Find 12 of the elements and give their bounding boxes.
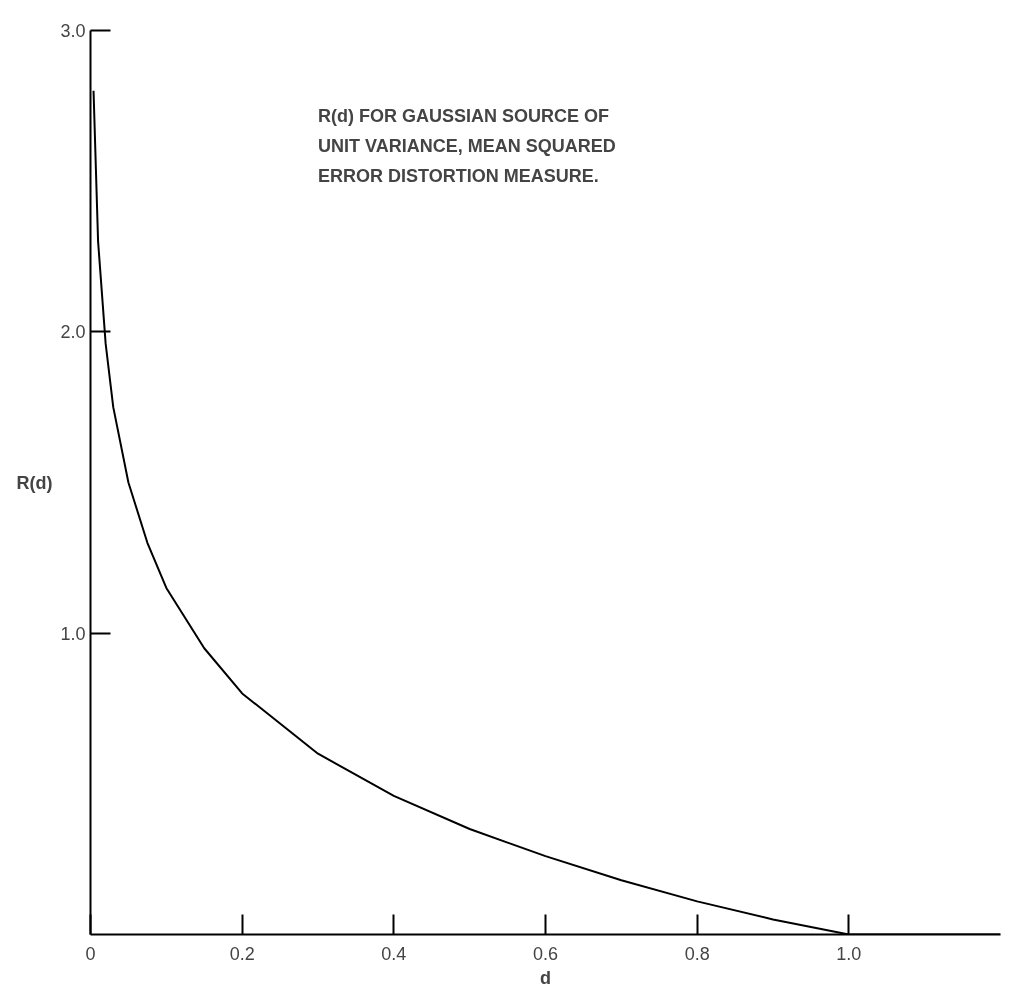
x-axis-title: d	[540, 967, 551, 988]
x-tick-label: 1.0	[836, 943, 862, 964]
x-tick-label: 0.8	[684, 943, 710, 964]
y-tick-label: 3.0	[60, 21, 86, 41]
x-tick-label: 0.4	[381, 943, 407, 964]
y-tick-label: 1.0	[60, 623, 86, 644]
annotation: R(d) FOR GAUSSIAN SOURCE OF UNIT VARIANCE, MEAN SQUARED ERROR DISTORTION MEASURE.	[318, 105, 616, 186]
x-tick-label: 0.2	[229, 943, 255, 964]
y-tick-label: 2.0	[60, 322, 86, 343]
y-axis-title: R(d)	[16, 472, 53, 493]
x-tick-label: 0.6	[532, 943, 559, 964]
x-tick-label: 0	[85, 943, 96, 964]
